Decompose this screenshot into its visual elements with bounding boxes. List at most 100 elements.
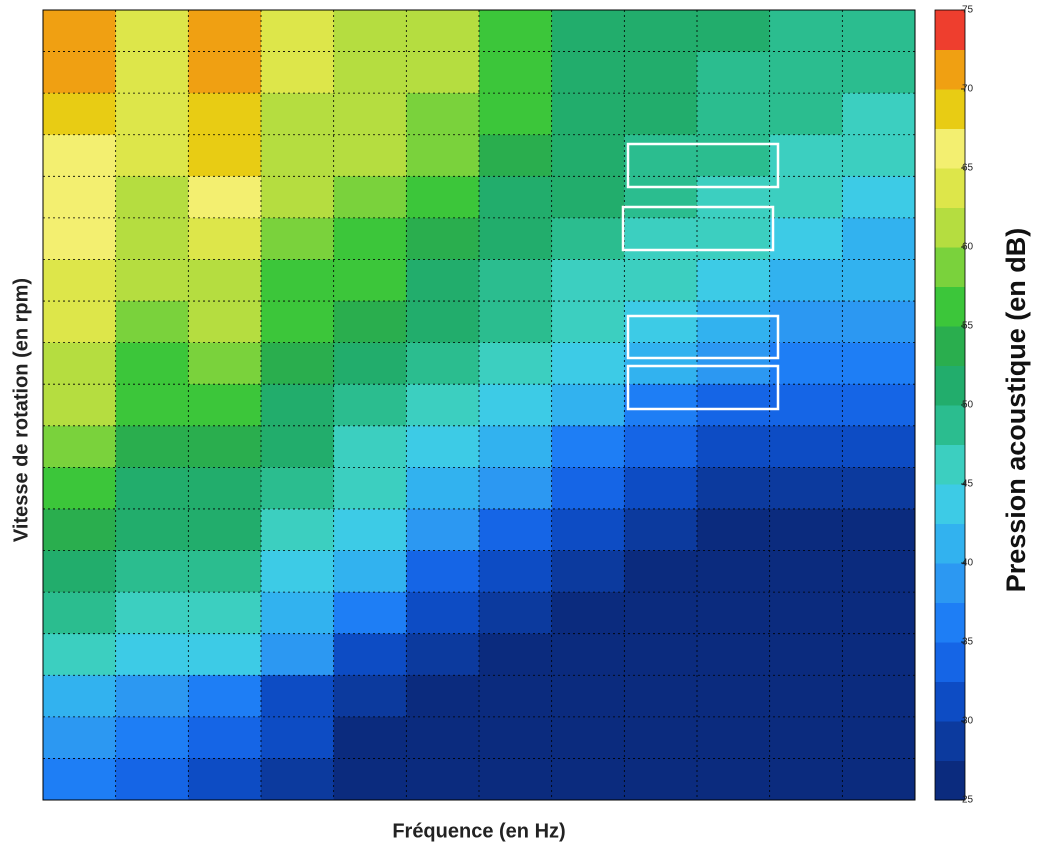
colorbar-swatch <box>935 563 965 603</box>
heatmap-cell <box>115 176 189 219</box>
heatmap-cell <box>551 51 625 94</box>
colorbar-swatch <box>935 286 965 327</box>
heatmap-cell <box>479 342 553 385</box>
heatmap-cell <box>333 384 407 427</box>
heatmap-cell <box>769 217 843 260</box>
heatmap-cell <box>769 384 843 427</box>
heatmap-cell <box>43 758 117 801</box>
heatmap-cell <box>697 217 771 260</box>
heatmap-cell <box>406 51 480 94</box>
heatmap-cell <box>115 716 189 759</box>
heatmap-cell <box>261 508 335 552</box>
heatmap-cell <box>406 508 480 552</box>
heatmap-cell <box>261 758 335 801</box>
heatmap-cell <box>261 342 335 385</box>
heatmap-cell <box>551 675 625 718</box>
heatmap-cell <box>188 93 262 136</box>
heatmap-cell <box>479 301 553 344</box>
heatmap-cell <box>551 633 625 676</box>
heatmap-cell <box>842 550 916 593</box>
heatmap-cell <box>115 301 189 344</box>
heatmap-cell <box>261 384 335 427</box>
heatmap-cell <box>406 633 480 676</box>
heatmap-cell <box>43 467 117 510</box>
colorbar-tick-label: 65 <box>962 163 974 174</box>
colorbar-swatch <box>935 405 965 445</box>
heatmap-cell <box>43 10 117 53</box>
heatmap-cell <box>842 508 916 552</box>
heatmap-cell <box>551 10 625 53</box>
heatmap-cell <box>551 301 625 344</box>
heatmap-cell <box>624 550 698 593</box>
heatmap-cell <box>842 716 916 759</box>
heatmap-cell <box>769 508 843 552</box>
heatmap-cell <box>479 134 553 177</box>
heatmap-cell <box>333 10 407 53</box>
heatmap-cell <box>624 176 698 219</box>
heatmap-cell <box>624 134 698 177</box>
heatmap-cell <box>115 550 189 593</box>
highlight-box <box>626 314 780 360</box>
heatmap-cell <box>43 342 117 385</box>
heatmap-cell <box>43 176 117 219</box>
heatmap-cell <box>261 51 335 94</box>
heatmap-cell <box>43 217 117 260</box>
heatmap-cell <box>769 467 843 510</box>
heatmap-cell <box>406 716 480 759</box>
heatmap-cell <box>188 425 262 468</box>
heatmap-cell <box>624 342 698 385</box>
heatmap-cell <box>406 758 480 801</box>
heatmap-cell <box>188 758 262 801</box>
heatmap-cell <box>188 384 262 427</box>
heatmap-cell <box>479 758 553 801</box>
heatmap-cell <box>551 550 625 593</box>
heatmap-cell <box>479 425 553 468</box>
heatmap-cell <box>479 259 553 302</box>
heatmap-cell <box>333 758 407 801</box>
heatmap-cell <box>188 10 262 53</box>
heatmap-cell <box>261 301 335 344</box>
heatmap-cell <box>261 550 335 593</box>
colorbar-swatch <box>935 326 965 366</box>
heatmap-cell <box>261 10 335 53</box>
heatmap-cell <box>769 716 843 759</box>
heatmap-cell <box>624 675 698 718</box>
heatmap-cell <box>697 342 771 385</box>
colorbar-tick-label: 75 <box>962 5 974 16</box>
heatmap-cell <box>551 217 625 260</box>
heatmap-cell <box>406 342 480 385</box>
heatmap-cell <box>261 592 335 635</box>
heatmap-cell <box>115 384 189 427</box>
colorbar-label: Pression acoustique (en dB) <box>1001 228 1031 593</box>
heatmap-cell <box>769 550 843 593</box>
heatmap-cell <box>842 425 916 468</box>
heatmap-cell <box>479 467 553 510</box>
heatmap-cell <box>551 176 625 219</box>
heatmap-cell <box>333 259 407 302</box>
heatmap-cell <box>624 425 698 468</box>
heatmap-cell <box>551 384 625 427</box>
colorbar-swatch <box>935 523 965 564</box>
heatmap-cell <box>479 508 553 552</box>
heatmap-cell <box>697 301 771 344</box>
heatmap-cell <box>769 93 843 136</box>
heatmap-cell <box>624 10 698 53</box>
colorbar-swatch <box>935 207 965 248</box>
heatmap-cell <box>769 10 843 53</box>
heatmap-cell <box>479 384 553 427</box>
y-axis-label: Vitesse de rotation (en rpm) <box>10 278 32 542</box>
heatmap-cell <box>624 384 698 427</box>
heatmap-cell <box>842 633 916 676</box>
colorbar-tick-label: 60 <box>962 242 974 253</box>
heatmap-cell <box>842 176 916 219</box>
heatmap-cell <box>261 134 335 177</box>
heatmap-cell <box>551 134 625 177</box>
heatmap-cell <box>842 301 916 344</box>
heatmap-cell <box>406 592 480 635</box>
heatmap-cell <box>43 259 117 302</box>
heatmap-cell <box>406 550 480 593</box>
heatmap-cell <box>769 758 843 801</box>
heatmap-cell <box>115 508 189 552</box>
heatmap-cell <box>769 633 843 676</box>
